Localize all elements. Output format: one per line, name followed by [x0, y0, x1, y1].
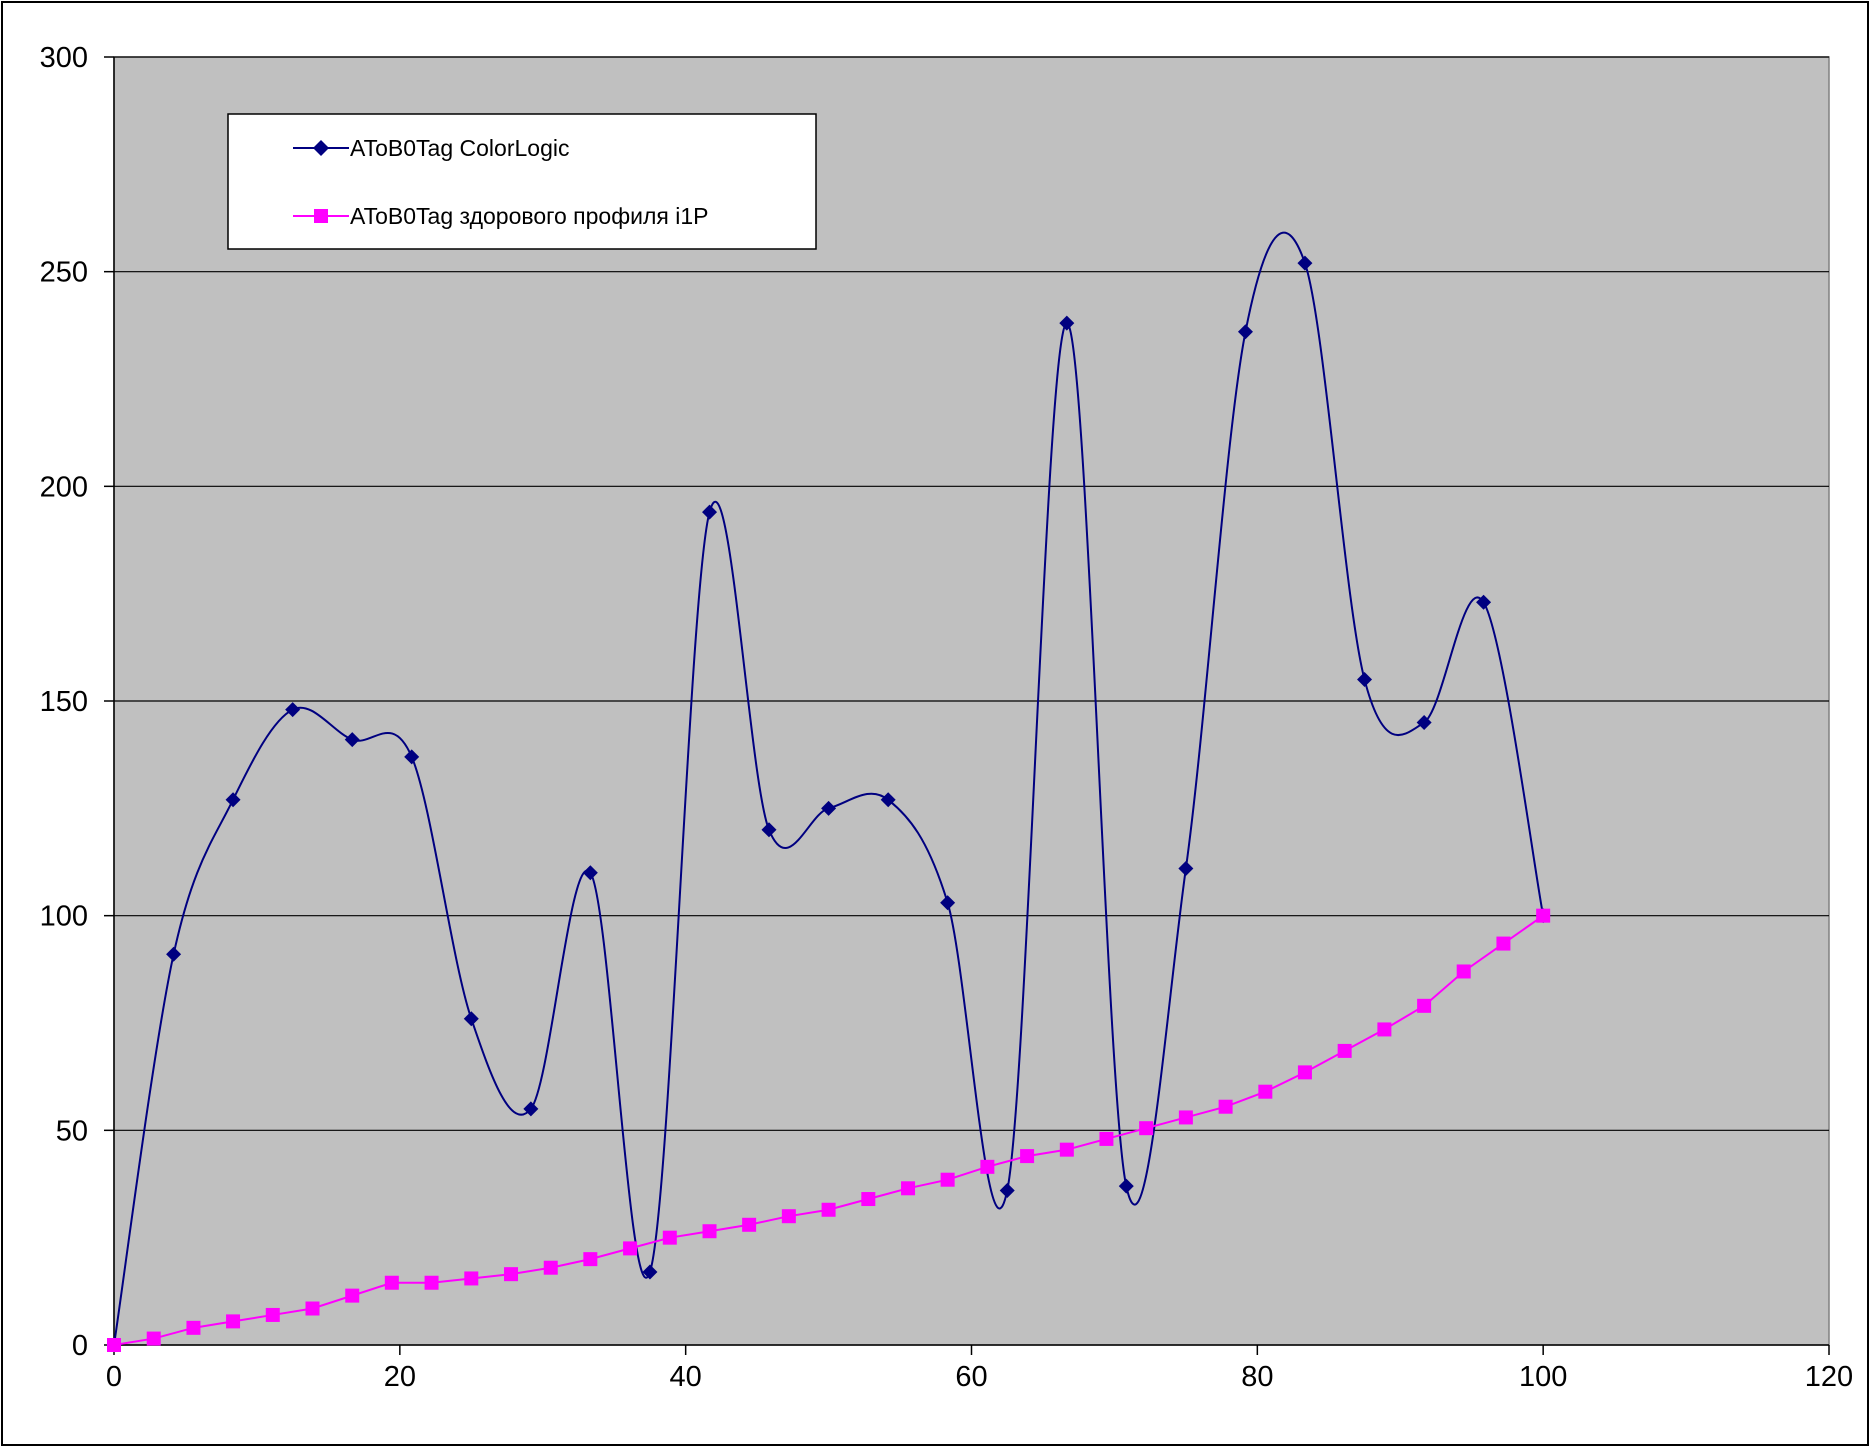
data-point-0-5: [404, 749, 420, 765]
data-point-1-20: [901, 1181, 916, 1196]
data-point-1-9: [464, 1271, 479, 1286]
data-point-1-8: [424, 1275, 439, 1290]
series-0: [106, 231, 1551, 1353]
data-point-1-34: [1456, 964, 1471, 979]
x-tick-label-4: 80: [1241, 1361, 1273, 1393]
legend-marker-0: [313, 140, 329, 156]
x-tick-label-0: 0: [106, 1361, 122, 1393]
data-point-1-7: [384, 1275, 399, 1290]
x-tick-label-3: 60: [955, 1361, 987, 1393]
series-layer: [106, 231, 1551, 1353]
data-point-1-17: [781, 1209, 796, 1224]
data-point-0-17: [1118, 1178, 1134, 1194]
data-point-1-16: [742, 1217, 757, 1232]
data-point-0-18: [1178, 860, 1194, 876]
data-point-0-20: [1297, 255, 1313, 271]
legend: AToB0Tag ColorLogic AToB0Tag здорового п…: [227, 113, 817, 250]
data-point-1-22: [980, 1159, 995, 1174]
data-point-1-32: [1377, 1022, 1392, 1037]
data-point-0-3: [285, 702, 301, 718]
y-tick-label-5: 250: [40, 257, 88, 289]
data-point-1-21: [940, 1172, 955, 1187]
series-line-0: [113, 231, 1545, 1346]
data-point-1-23: [1020, 1149, 1035, 1164]
data-point-1-11: [543, 1260, 558, 1275]
data-point-1-19: [861, 1192, 876, 1207]
data-point-0-1: [166, 946, 182, 962]
data-point-1-28: [1218, 1099, 1233, 1114]
data-point-0-14: [940, 895, 956, 911]
y-tick-label-6: 300: [40, 42, 88, 74]
data-point-1-0: [107, 1338, 121, 1352]
data-point-1-14: [662, 1230, 677, 1245]
data-point-1-27: [1178, 1110, 1193, 1125]
data-point-0-22: [1416, 714, 1432, 730]
y-tick-label-4: 200: [40, 471, 88, 503]
data-point-0-7: [523, 1101, 539, 1117]
data-point-1-25: [1099, 1131, 1114, 1146]
data-point-1-30: [1297, 1065, 1312, 1080]
data-point-1-29: [1258, 1084, 1273, 1099]
gridlines: [114, 56, 1829, 1131]
data-point-1-15: [702, 1224, 717, 1239]
data-point-1-36: [1536, 908, 1551, 923]
x-tick-label-6: 120: [1805, 1361, 1853, 1393]
legend-label-1: AToB0Tag здорового профиля i1P: [350, 203, 709, 229]
x-tick-label-1: 20: [384, 1361, 416, 1393]
data-point-0-11: [761, 822, 777, 838]
data-point-0-15: [999, 1182, 1015, 1198]
axes: 0 50 100 150 200 250 300 0 20 40 60 80 100 120: [40, 42, 1854, 1393]
y-tick-label-0: 0: [72, 1330, 88, 1362]
series-1: [107, 908, 1551, 1352]
y-tick-label-3: 150: [40, 686, 88, 718]
data-point-1-5: [305, 1301, 320, 1316]
data-point-1-4: [265, 1307, 280, 1322]
data-point-0-21: [1357, 672, 1373, 688]
data-point-0-6: [463, 1011, 479, 1027]
data-point-1-2: [186, 1320, 201, 1335]
data-point-1-35: [1496, 936, 1511, 951]
data-point-0-2: [225, 792, 241, 808]
data-point-1-12: [583, 1252, 598, 1267]
data-point-0-12: [821, 800, 837, 816]
data-point-1-3: [226, 1314, 241, 1329]
data-point-1-13: [623, 1241, 638, 1256]
data-point-1-24: [1059, 1142, 1074, 1157]
data-point-1-6: [345, 1288, 360, 1303]
legend-marker-1: [314, 209, 328, 223]
data-point-1-10: [504, 1267, 519, 1282]
x-tick-label-2: 40: [670, 1361, 702, 1393]
data-point-0-13: [880, 792, 896, 808]
x-tick-label-5: 100: [1519, 1361, 1567, 1393]
data-point-1-1: [146, 1331, 161, 1346]
y-tick-label-1: 50: [56, 1115, 88, 1147]
data-point-0-19: [1237, 324, 1253, 340]
data-point-1-33: [1417, 998, 1432, 1013]
data-point-1-26: [1139, 1121, 1154, 1136]
data-point-1-31: [1337, 1043, 1352, 1058]
data-point-0-23: [1476, 594, 1492, 610]
data-point-0-4: [344, 732, 360, 748]
y-tick-label-2: 100: [40, 901, 88, 933]
legend-label-0: AToB0Tag ColorLogic: [350, 135, 569, 161]
data-point-0-9: [642, 1264, 658, 1280]
data-point-0-8: [582, 865, 598, 881]
legend-box: [227, 113, 817, 250]
data-point-1-18: [821, 1202, 836, 1217]
data-point-0-10: [702, 504, 718, 520]
data-point-0-16: [1059, 315, 1075, 331]
